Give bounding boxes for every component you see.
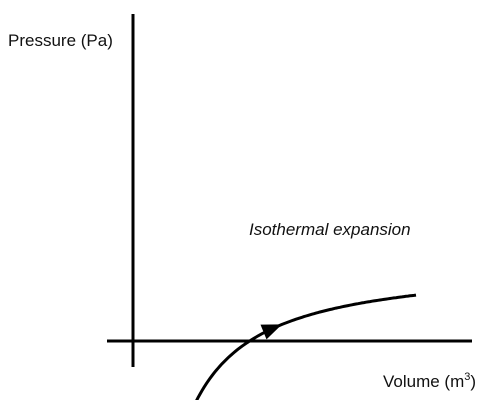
x-axis-label-close: ) xyxy=(470,372,476,391)
x-axis-label: Volume (m3) xyxy=(383,371,476,391)
y-axis-label: Pressure (Pa) xyxy=(8,31,113,50)
isotherm-curve xyxy=(170,295,416,400)
curve-annotation: Isothermal expansion xyxy=(249,220,411,239)
x-axis-label-main: Volume (m xyxy=(383,372,464,391)
direction-arrow xyxy=(261,324,283,339)
